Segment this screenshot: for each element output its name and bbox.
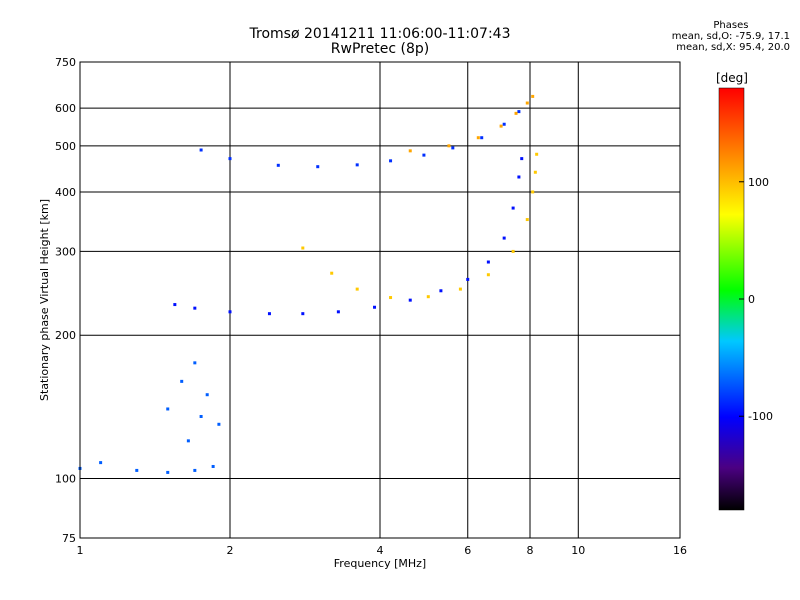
echo-point xyxy=(166,407,170,411)
echo-point xyxy=(408,298,412,302)
echo-point xyxy=(531,190,535,194)
echo-point xyxy=(267,312,271,316)
echo-point xyxy=(373,305,377,309)
echo-point xyxy=(211,464,215,468)
echo-point xyxy=(193,361,197,365)
echo-point xyxy=(355,163,359,167)
plot-grid xyxy=(80,62,680,538)
y-tick-label: 200 xyxy=(55,329,76,342)
colorbar-tick-label: -100 xyxy=(748,410,773,423)
x-tick-label: 6 xyxy=(464,544,471,557)
echo-point xyxy=(480,136,484,140)
colorbar-ticks: 100 0 -100 xyxy=(739,176,773,423)
echo-point xyxy=(447,144,451,148)
echo-point xyxy=(502,122,506,126)
echo-point xyxy=(533,170,537,174)
echo-point xyxy=(316,165,320,169)
colorbar-tick-label: 100 xyxy=(748,176,769,189)
colorbar: [deg] 100 0 -100 xyxy=(716,71,773,511)
x-tick-label: 10 xyxy=(571,544,585,557)
y-tick-label: 600 xyxy=(55,102,76,115)
echo-point xyxy=(426,295,430,299)
echo-point xyxy=(228,157,232,161)
echo-point xyxy=(99,461,103,465)
y-tick-label: 500 xyxy=(55,140,76,153)
echo-point xyxy=(408,149,412,153)
x-tick-label: 16 xyxy=(673,544,687,557)
echo-point xyxy=(476,136,480,140)
y-tick-label: 300 xyxy=(55,245,76,258)
echo-point xyxy=(525,101,529,105)
y-axis: 75 100 200 300 400 500 600 750 xyxy=(55,56,76,545)
echo-point xyxy=(520,157,524,161)
y-axis-label: Stationary phase Virtual Height [km] xyxy=(38,199,51,401)
echo-point xyxy=(389,296,393,300)
phase-stats-o: mean, sd,O: -75.9, 17.1 xyxy=(671,31,790,42)
x-axis-label: Frequency [MHz] xyxy=(334,557,426,570)
echo-point xyxy=(486,273,490,277)
echo-point xyxy=(514,111,518,115)
echo-point xyxy=(486,260,490,264)
echo-point xyxy=(525,218,529,222)
echo-point xyxy=(517,110,521,114)
echo-point xyxy=(301,246,305,250)
echo-point xyxy=(166,470,170,474)
colorbar-tick-label: 0 xyxy=(748,293,755,306)
echo-point xyxy=(502,236,506,240)
x-tick-label: 2 xyxy=(227,544,234,557)
echo-point xyxy=(466,277,470,281)
echo-point xyxy=(422,153,426,157)
echo-point xyxy=(511,206,515,210)
echo-point xyxy=(355,287,359,291)
echo-point xyxy=(228,310,232,314)
echo-point xyxy=(199,414,203,418)
echo-point xyxy=(439,289,443,293)
echo-point xyxy=(199,148,203,152)
echo-point xyxy=(186,439,190,443)
y-tick-label: 400 xyxy=(55,186,76,199)
plot-frame xyxy=(79,61,681,539)
echo-point xyxy=(499,124,503,128)
echo-point xyxy=(531,94,535,98)
x-tick-label: 4 xyxy=(377,544,384,557)
echo-point xyxy=(389,159,393,163)
chart-subtitle: RwPretec (8p) xyxy=(330,41,430,57)
x-axis: 1 2 4 6 8 10 16 xyxy=(77,544,688,557)
chart-title: Tromsø 20141211 11:06:00-11:07:43 xyxy=(249,26,511,42)
echo-point xyxy=(173,303,177,307)
echo-point xyxy=(180,379,184,383)
colorbar-label: [deg] xyxy=(716,71,748,85)
echo-point xyxy=(330,271,334,275)
echo-point xyxy=(451,146,455,150)
echo-point xyxy=(193,468,197,472)
phase-stats-x: mean, sd,X: 95.4, 20.0 xyxy=(676,42,790,53)
echo-point xyxy=(135,468,139,472)
echo-point xyxy=(458,287,462,291)
phase-stats: Phases mean, sd,O: -75.9, 17.1 mean, sd,… xyxy=(672,20,790,53)
echo-point xyxy=(336,310,340,314)
echo-points xyxy=(78,94,539,474)
echo-point xyxy=(205,393,209,397)
phase-stats-heading: Phases xyxy=(713,20,749,31)
y-tick-label: 75 xyxy=(62,532,76,545)
echo-point xyxy=(193,306,197,310)
x-tick-label: 1 xyxy=(77,544,84,557)
y-tick-label: 100 xyxy=(55,473,76,486)
echo-point xyxy=(517,175,521,179)
echo-point xyxy=(217,422,221,426)
x-tick-label: 8 xyxy=(527,544,534,557)
echo-point xyxy=(511,249,515,253)
echo-point xyxy=(276,163,280,167)
echo-point xyxy=(301,312,305,316)
y-tick-label: 750 xyxy=(55,56,76,69)
echo-point xyxy=(535,152,539,156)
